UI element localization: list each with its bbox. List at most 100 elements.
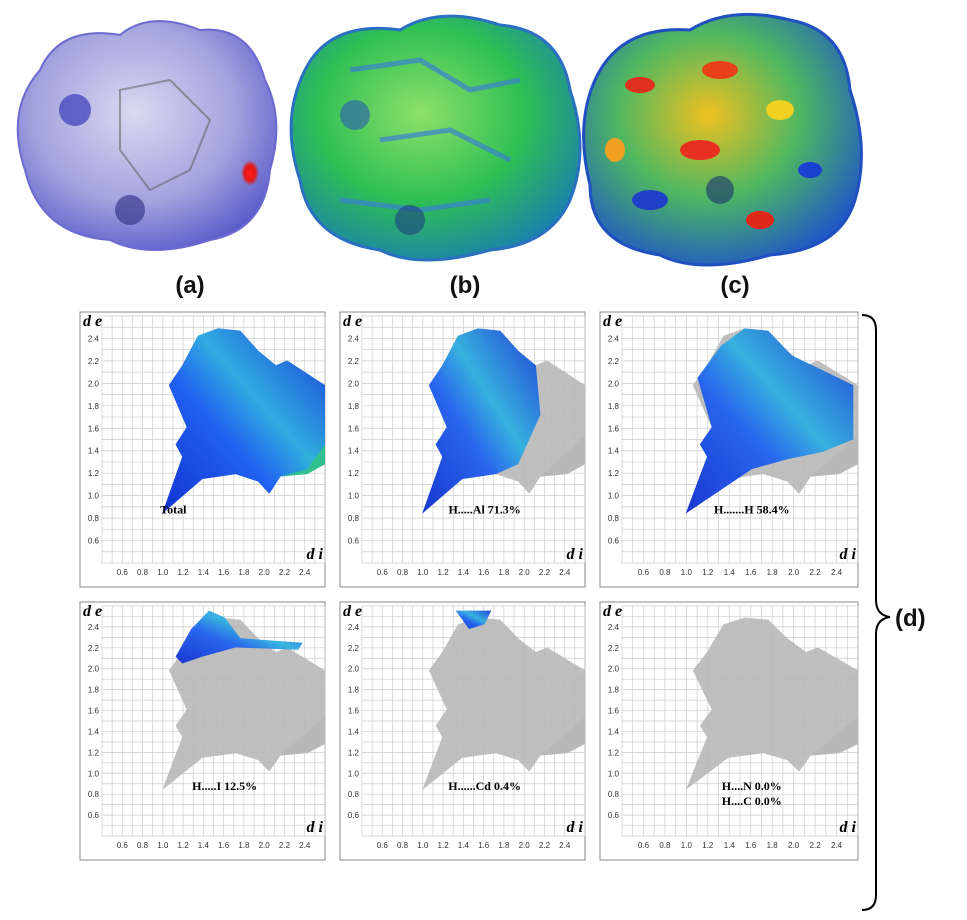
x-tick-label: 2.0 xyxy=(259,568,271,577)
x-tick-label: 1.8 xyxy=(498,568,510,577)
y-tick-label: 0.6 xyxy=(608,537,620,546)
x-tick-label: 2.0 xyxy=(259,841,271,850)
x-tick-label: 0.6 xyxy=(117,841,129,850)
x-tick-label: 2.4 xyxy=(299,841,311,850)
x-tick-label: 1.6 xyxy=(218,568,230,577)
panel-label: (c) xyxy=(720,272,749,299)
x-tick-label: 0.6 xyxy=(377,841,389,850)
y-axis-label: d e xyxy=(343,603,362,620)
y-tick-label: 1.2 xyxy=(88,748,100,757)
y-tick-label: 1.2 xyxy=(348,748,360,757)
y-tick-label: 2.0 xyxy=(608,665,620,674)
fingerprint-plots: 0.6 0.6 0.8 0.8 1.0 1.0 1.2 1.2 1.4 1.4 1.6 1.6 1.8 1… xyxy=(80,312,858,860)
y-axis-label: d e xyxy=(83,603,102,620)
panel-label: (a) xyxy=(175,272,204,299)
x-tick-label: 0.8 xyxy=(137,841,149,850)
y-tick-label: 1.8 xyxy=(88,686,100,695)
fingerprint-plot: 0.60.60.80.81.01.01.21.21.41.41.61.61.81… xyxy=(80,312,325,587)
x-tick-label: 0.6 xyxy=(377,568,389,577)
y-tick-label: 0.6 xyxy=(608,811,620,820)
brace xyxy=(862,315,890,910)
y-tick-label: 1.6 xyxy=(88,424,100,433)
y-tick-label: 2.2 xyxy=(348,644,360,653)
y-tick-label: 1.2 xyxy=(88,469,100,478)
surface-c xyxy=(584,14,862,265)
y-tick-label: 0.8 xyxy=(88,790,100,799)
y-tick-label: 0.6 xyxy=(88,811,100,820)
fingerprint-plot: 0.60.60.80.81.01.01.21.21.41.41.61.61.81… xyxy=(340,312,585,587)
contact-label: H.....I 12.5% xyxy=(192,779,257,793)
y-tick-label: 1.8 xyxy=(608,402,620,411)
fingerprint-plot: 0.60.60.80.81.01.01.21.21.41.41.61.61.81… xyxy=(600,602,858,860)
x-tick-label: 0.8 xyxy=(397,568,409,577)
y-tick-label: 1.6 xyxy=(608,424,620,433)
x-tick-label: 1.2 xyxy=(178,568,190,577)
x-tick-label: 1.2 xyxy=(702,841,714,850)
y-tick-label: 1.8 xyxy=(348,402,360,411)
y-tick-label: 1.4 xyxy=(348,447,360,456)
x-tick-label: 0.6 xyxy=(117,568,129,577)
x-tick-label: 1.2 xyxy=(178,841,190,850)
y-tick-label: 1.4 xyxy=(608,447,620,456)
x-axis-label: d i xyxy=(307,819,324,836)
x-tick-label: 2.2 xyxy=(810,841,822,850)
x-tick-label: 0.6 xyxy=(638,568,650,577)
x-axis-label: d i xyxy=(567,546,584,563)
y-tick-label: 1.0 xyxy=(348,492,360,501)
x-tick-label: 2.4 xyxy=(831,841,843,850)
y-axis-label: d e xyxy=(83,313,102,330)
x-tick-label: 0.6 xyxy=(638,841,650,850)
x-tick-label: 1.6 xyxy=(218,841,230,850)
x-axis-label: d i xyxy=(307,546,324,563)
group-label: (d) xyxy=(895,605,926,632)
y-axis-label: d e xyxy=(603,313,622,330)
y-tick-label: 1.4 xyxy=(348,727,360,736)
y-tick-label: 1.0 xyxy=(348,769,360,778)
x-tick-label: 1.4 xyxy=(198,841,210,850)
y-tick-label: 2.4 xyxy=(348,623,360,632)
y-tick-label: 0.6 xyxy=(348,811,360,820)
x-axis-label: d i xyxy=(567,819,584,836)
x-tick-label: 0.8 xyxy=(659,568,671,577)
page: {"surface_labels":["(a)","(b)","(c)"], "… xyxy=(0,0,967,920)
y-tick-label: 2.2 xyxy=(608,357,620,366)
y-axis-label: d e xyxy=(603,603,622,620)
x-tick-label: 2.2 xyxy=(810,568,822,577)
x-tick-label: 2.0 xyxy=(788,841,800,850)
y-tick-label: 2.4 xyxy=(88,334,100,343)
y-tick-label: 2.2 xyxy=(348,357,360,366)
y-axis-label: d e xyxy=(343,313,362,330)
x-tick-label: 1.6 xyxy=(478,841,490,850)
x-tick-label: 1.6 xyxy=(478,568,490,577)
y-tick-label: 1.4 xyxy=(88,447,100,456)
contact-label: H.......H 58.4% xyxy=(714,503,790,517)
contact-label: H....N 0.0% xyxy=(722,779,782,793)
x-tick-label: 2.4 xyxy=(559,841,571,850)
panel-label: (b) xyxy=(450,272,481,299)
y-tick-label: 2.4 xyxy=(608,623,620,632)
x-tick-label: 0.8 xyxy=(659,841,671,850)
y-tick-label: 2.2 xyxy=(88,357,100,366)
x-tick-label: 2.2 xyxy=(279,841,291,850)
y-tick-label: 1.6 xyxy=(88,707,100,716)
y-tick-label: 1.6 xyxy=(608,707,620,716)
y-tick-label: 2.0 xyxy=(348,379,360,388)
y-tick-label: 1.2 xyxy=(608,748,620,757)
y-tick-label: 0.6 xyxy=(88,537,100,546)
x-tick-label: 1.4 xyxy=(458,841,470,850)
x-tick-label: 2.0 xyxy=(788,568,800,577)
figure: (a) (b) (c) (d) 0.6 0.6 0.8 0.8 1.0 1.0 1.2 1.2… xyxy=(0,0,967,920)
x-tick-label: 1.0 xyxy=(417,841,429,850)
x-tick-label: 1.4 xyxy=(724,568,736,577)
x-tick-label: 1.8 xyxy=(238,841,250,850)
y-tick-label: 1.6 xyxy=(348,424,360,433)
x-tick-label: 0.8 xyxy=(397,841,409,850)
x-tick-label: 1.8 xyxy=(498,841,510,850)
x-tick-label: 1.2 xyxy=(702,568,714,577)
x-tick-label: 1.0 xyxy=(681,841,693,850)
x-tick-label: 1.0 xyxy=(681,568,693,577)
fingerprint-plot: 0.60.60.80.81.01.01.21.21.41.41.61.61.81… xyxy=(600,312,858,587)
y-tick-label: 1.0 xyxy=(608,492,620,501)
x-tick-label: 1.8 xyxy=(767,841,779,850)
fingerprint-plot: 0.60.60.80.81.01.01.21.21.41.41.61.61.81… xyxy=(340,602,585,860)
